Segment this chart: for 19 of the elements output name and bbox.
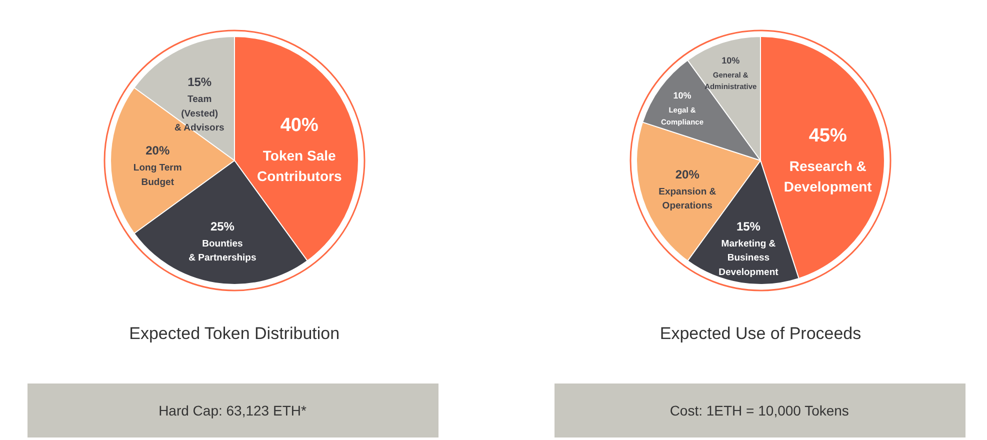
- text: Cost: 1ETH = 10,000 Tokens: [670, 402, 849, 418]
- slice-label: Token Sale Contributors: [256, 147, 342, 184]
- slice-label: Research & Development: [784, 158, 872, 195]
- data-label: 25%: [210, 219, 235, 234]
- data-label: 45%: [808, 125, 847, 146]
- slice-label: Bounties & Partnerships: [188, 238, 256, 264]
- slice-label: Expansion & Operations: [658, 186, 716, 212]
- data-label: 15%: [736, 219, 761, 234]
- data-label: 10%: [673, 90, 692, 101]
- data-label: 20%: [675, 167, 700, 182]
- slice-label: Marketing & Business Development: [718, 238, 780, 278]
- text: Hard Cap: 63,123 ETH*: [158, 402, 307, 418]
- text: Expected Token Distribution: [129, 324, 340, 343]
- data-label: 10%: [722, 56, 740, 66]
- data-label: 40%: [280, 114, 318, 136]
- text: Expected Use of Proceeds: [660, 324, 862, 343]
- slice-label: Long Term Budget: [133, 162, 182, 188]
- data-label: 15%: [188, 75, 212, 89]
- data-label: 20%: [146, 144, 170, 158]
